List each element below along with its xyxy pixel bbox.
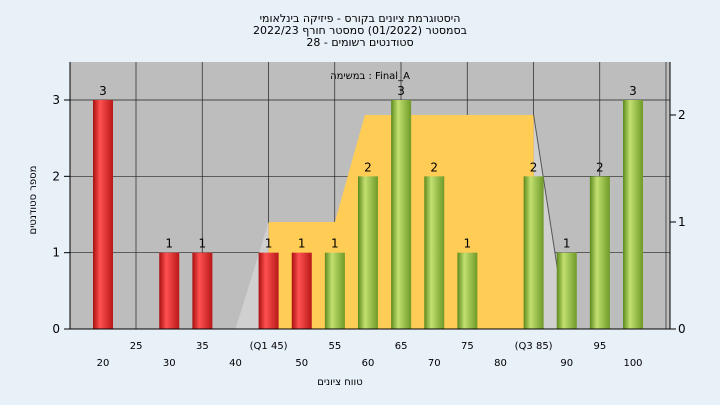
right-tick-label-1: 1 xyxy=(678,215,686,229)
bar-label-100: 3 xyxy=(629,84,637,98)
bar-label-50: 1 xyxy=(298,237,306,251)
x-tick-lower: 70 xyxy=(428,358,441,369)
bar-90 xyxy=(556,252,577,329)
bar-30 xyxy=(159,252,180,329)
right-axis-ticks: 0 1 2 xyxy=(670,108,686,336)
chart-annotation: במשימה : Final_A xyxy=(330,71,410,82)
y-axis-label: מספר סטודנטים xyxy=(28,166,39,235)
bar-label-85: 2 xyxy=(530,160,538,174)
data-labels: 3 1 1 1 1 1 2 3 2 1 2 1 2 3 xyxy=(99,84,637,251)
bar-label-35: 1 xyxy=(199,237,207,251)
left-tick-label-3: 3 xyxy=(52,93,60,107)
x-tick-upper: 95 xyxy=(594,341,607,352)
x-tick-lower: 40 xyxy=(229,358,242,369)
right-tick-label-0: 0 xyxy=(678,322,686,336)
x-tick-upper: 55 xyxy=(329,341,342,352)
x-tick-upper: 35 xyxy=(196,341,209,352)
bar-100 xyxy=(623,100,643,329)
bar-label-20: 3 xyxy=(99,84,107,98)
bar-label-70: 2 xyxy=(430,160,438,174)
x-tick-lower: 60 xyxy=(362,358,375,369)
x-tick-upper: (Q3 85) xyxy=(515,341,553,352)
bar-65 xyxy=(391,100,412,329)
chart-title-line-3: סטודנטים רשומים - 28 xyxy=(306,36,413,49)
x-tick-lower: 90 xyxy=(560,358,573,369)
bar-45 xyxy=(258,252,279,329)
bar-label-30: 1 xyxy=(165,237,173,251)
bar-label-65: 3 xyxy=(397,84,405,98)
bar-label-95: 2 xyxy=(596,160,604,174)
x-tick-upper: 25 xyxy=(130,341,143,352)
x-axis-ticks: 25 35 (Q1 45) 55 65 75 (Q3 85) 95 20 30 40 50 60 70 80… xyxy=(97,341,643,369)
bar-60 xyxy=(358,176,378,329)
x-tick-lower: 80 xyxy=(494,358,507,369)
x-tick-upper: 65 xyxy=(395,341,408,352)
x-tick-upper: (Q1 45) xyxy=(250,341,288,352)
left-axis-ticks: 0 1 2 3 xyxy=(52,93,70,336)
bar-75 xyxy=(457,252,478,329)
bar-label-75: 1 xyxy=(464,237,472,251)
bar-55 xyxy=(324,252,345,329)
x-tick-lower: 50 xyxy=(295,358,308,369)
bar-95 xyxy=(589,176,610,329)
left-tick-label-2: 2 xyxy=(52,169,60,183)
bar-20 xyxy=(93,100,113,329)
x-tick-upper: 75 xyxy=(461,341,474,352)
bar-35 xyxy=(192,252,213,329)
bar-label-55: 1 xyxy=(331,237,339,251)
chart-title-line-1: היסטוגרמת ציונים בקורס - פיזיקה בינלאומי xyxy=(260,12,461,25)
left-tick-label-1: 1 xyxy=(52,246,60,260)
x-axis-label: טווח ציונים xyxy=(317,377,362,388)
bar-70 xyxy=(424,176,445,329)
x-tick-lower: 30 xyxy=(163,358,176,369)
bar-50 xyxy=(291,252,312,329)
bars xyxy=(93,100,643,329)
chart-title-line-2: בסמסטר (01/2022) סמסטר חורף 2022/23 xyxy=(253,24,467,37)
x-tick-lower: 20 xyxy=(97,358,110,369)
right-tick-label-2: 2 xyxy=(678,108,686,122)
x-tick-lower: 100 xyxy=(623,358,642,369)
bar-label-90: 1 xyxy=(563,237,571,251)
bar-85 xyxy=(523,176,544,329)
bar-label-60: 2 xyxy=(364,160,372,174)
left-tick-label-0: 0 xyxy=(52,322,60,336)
bar-label-45: 1 xyxy=(265,237,273,251)
